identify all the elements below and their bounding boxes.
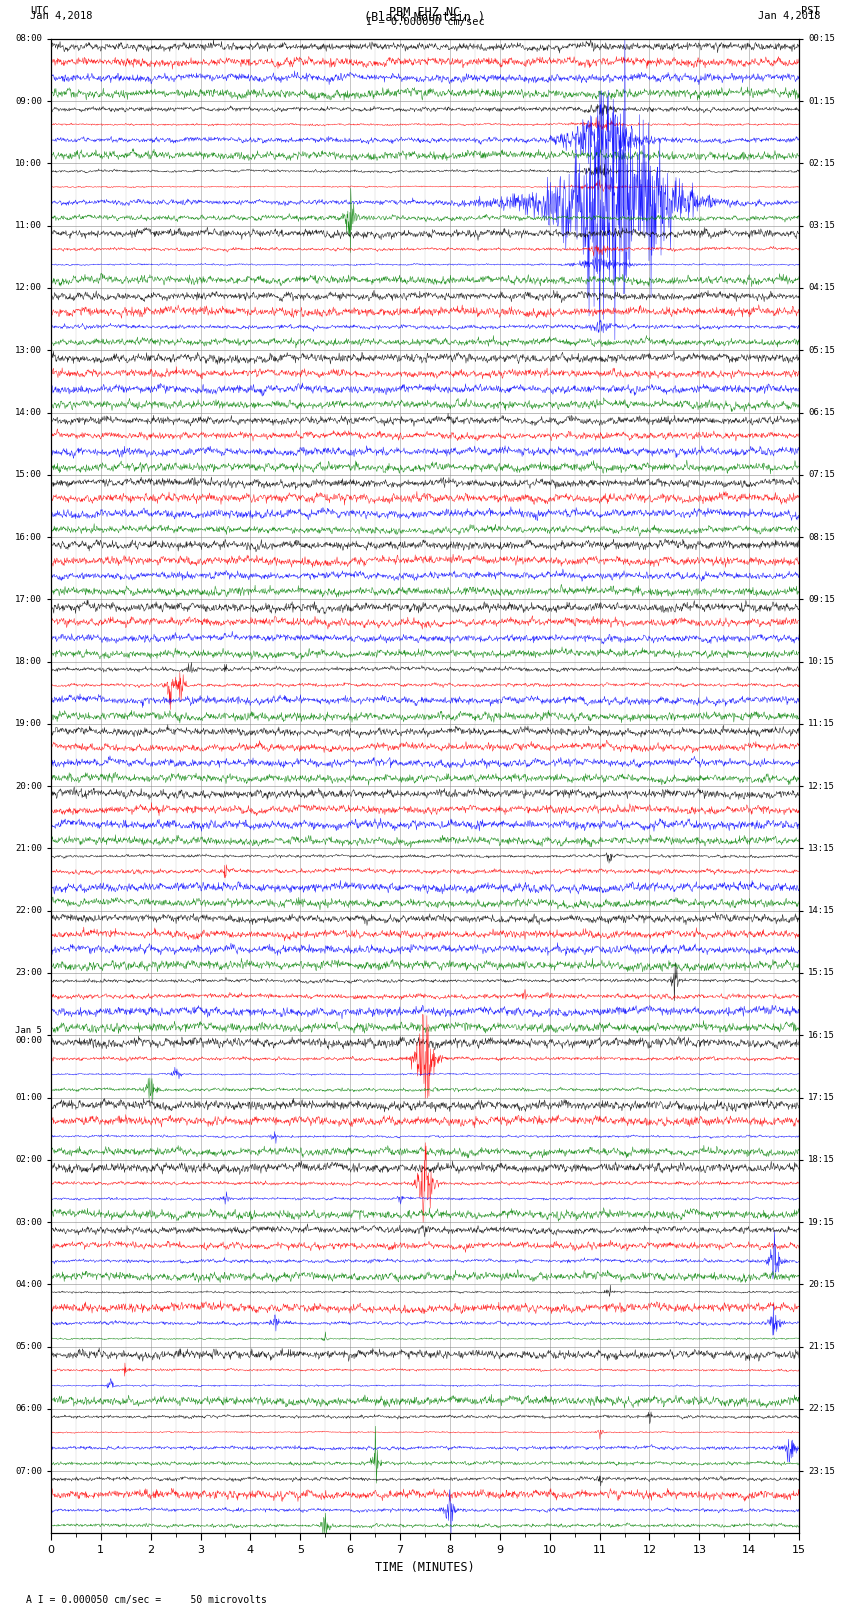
Text: PST: PST [802,5,820,16]
Text: PBM EHZ NC: PBM EHZ NC [389,5,461,19]
Text: Jan 4,2018: Jan 4,2018 [757,11,820,21]
Text: Jan 4,2018: Jan 4,2018 [30,11,93,21]
Text: (Black Mountain ): (Black Mountain ) [365,11,485,24]
Text: I = 0.000050 cm/sec: I = 0.000050 cm/sec [366,18,484,27]
X-axis label: TIME (MINUTES): TIME (MINUTES) [375,1561,475,1574]
Text: UTC: UTC [30,5,48,16]
Text: A I = 0.000050 cm/sec =     50 microvolts: A I = 0.000050 cm/sec = 50 microvolts [26,1595,266,1605]
